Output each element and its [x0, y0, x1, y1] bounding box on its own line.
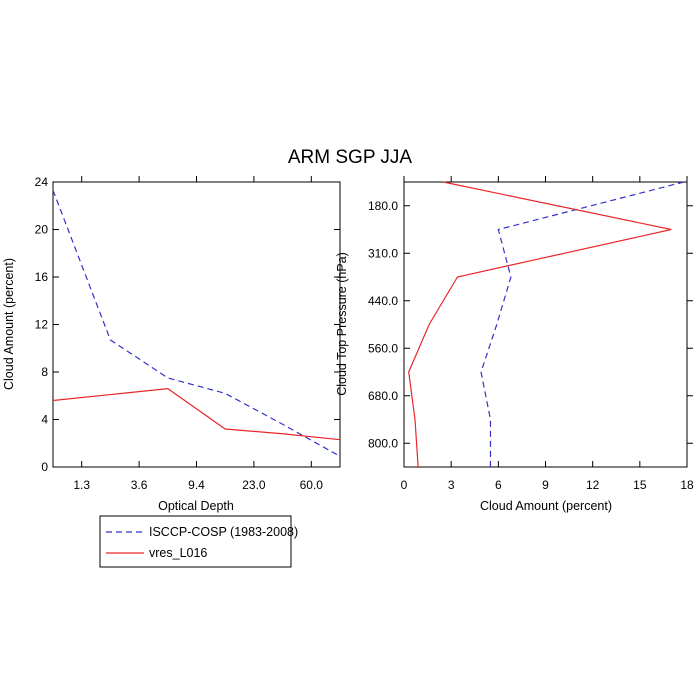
right-series-isccp-cosp-1983-2008 [480, 181, 685, 467]
right-x-tick-label: 9 [542, 478, 549, 492]
legend: ISCCP-COSP (1983-2008) vres_L016 [99, 515, 298, 568]
left-x-tick-label: 60.0 [300, 478, 324, 492]
left-y-tick-label: 20 [35, 223, 49, 237]
left-y-axis-label: Cloud Amount (percent) [2, 258, 16, 390]
right-x-tick-label: 15 [633, 478, 647, 492]
right-lines [408, 181, 685, 468]
left-y-tick-label: 16 [35, 270, 49, 284]
right-x-tick-label: 18 [680, 478, 694, 492]
left-y-tick-label: 4 [41, 413, 48, 427]
right-y-tick-label: 680.0 [368, 389, 398, 403]
right-plot: 0 3 6 9 12 15 18 180.0 310.0 440.0 560.0 680.0 800.0… [335, 176, 694, 513]
right-x-tick-label: 6 [495, 478, 502, 492]
right-x-tick-label: 3 [448, 478, 455, 492]
left-series-isccp-cosp-1983-2008 [52, 190, 341, 457]
right-x-axis-label: Cloud Amount (percent) [480, 499, 612, 513]
legend-box [99, 515, 292, 568]
left-y-tick-label: 0 [41, 460, 48, 474]
left-x-tick-label: 23.0 [242, 478, 266, 492]
left-x-tick-label: 9.4 [188, 478, 205, 492]
left-series-vres-l016 [52, 388, 341, 441]
right-y-axis-label: Cloud Top Pressure (hPa) [335, 252, 349, 396]
chart-title: ARM SGP JJA [288, 147, 413, 168]
right-y-tick-label: 180.0 [368, 199, 398, 213]
left-y-tick-label: 12 [35, 318, 49, 332]
left-x-tick-label: 3.6 [131, 478, 148, 492]
right-series-vres-l016 [408, 181, 672, 468]
right-x-tick-label: 0 [401, 478, 408, 492]
right-x-tick-label: 12 [586, 478, 600, 492]
right-ticks: 0 3 6 9 12 15 18 180.0 310.0 440.0 560.0 680.0 800.0 [368, 176, 694, 492]
right-y-tick-label: 310.0 [368, 246, 398, 260]
left-x-axis-label: Optical Depth [158, 499, 234, 513]
right-y-tick-label: 560.0 [368, 341, 398, 355]
left-y-tick-label: 24 [35, 175, 49, 189]
left-y-tick-label: 8 [41, 365, 48, 379]
legend-label-isccp: ISCCP-COSP (1983-2008) [149, 525, 298, 539]
left-lines [52, 190, 341, 457]
left-x-tick-label: 1.3 [73, 478, 90, 492]
legend-label-vres: vres_L016 [149, 546, 207, 560]
left-plot: 0 4 8 12 16 20 24 1.3 3.6 9.4 23.0 60.0 Optical Dep… [2, 175, 341, 513]
right-y-tick-label: 800.0 [368, 436, 398, 450]
left-ticks: 0 4 8 12 16 20 24 1.3 3.6 9.4 23.0 60.0 [35, 175, 340, 492]
right-y-tick-label: 440.0 [368, 294, 398, 308]
left-plot-frame [52, 181, 341, 468]
right-plot-frame [403, 181, 688, 468]
